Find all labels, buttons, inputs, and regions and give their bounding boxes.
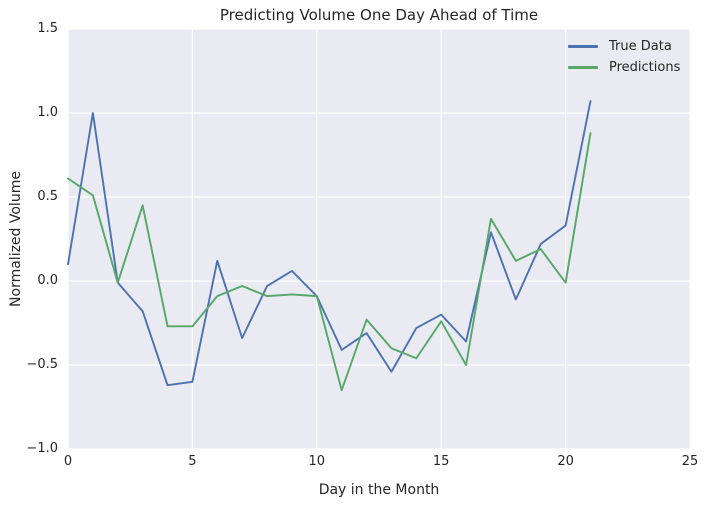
x-tick-label: 15	[432, 454, 450, 469]
series-line-true-data	[67, 100, 592, 387]
chart-title: Predicting Volume One Day Ahead of Time	[219, 6, 539, 24]
legend-label: True Data	[609, 39, 672, 54]
legend-label: Predictions	[609, 60, 681, 75]
plot-background	[68, 29, 690, 449]
predictions-line-swatch	[568, 66, 598, 69]
x-tick-label: 0	[63, 454, 73, 469]
true-data-line-swatch	[568, 45, 598, 48]
y-tick-label: 0.5	[37, 189, 58, 204]
x-tick-label: 5	[188, 454, 197, 469]
x-tick-label: 10	[308, 454, 326, 469]
x-axis-label: Day in the Month	[318, 482, 440, 498]
legend-entry-true-data: True Data	[568, 36, 680, 57]
y-tick-label: −0.5	[26, 357, 58, 372]
y-tick-label: −1.0	[26, 441, 58, 456]
legend: True Data Predictions	[568, 36, 680, 78]
x-tick-label: 25	[681, 454, 699, 469]
y-tick-label: 0.0	[37, 273, 58, 288]
series-line-predictions	[67, 132, 592, 392]
x-tick-label: 20	[557, 454, 574, 469]
y-tick-label: 1.5	[37, 21, 58, 36]
legend-entry-predictions: Predictions	[568, 57, 680, 78]
y-tick-label: 1.0	[37, 105, 58, 120]
